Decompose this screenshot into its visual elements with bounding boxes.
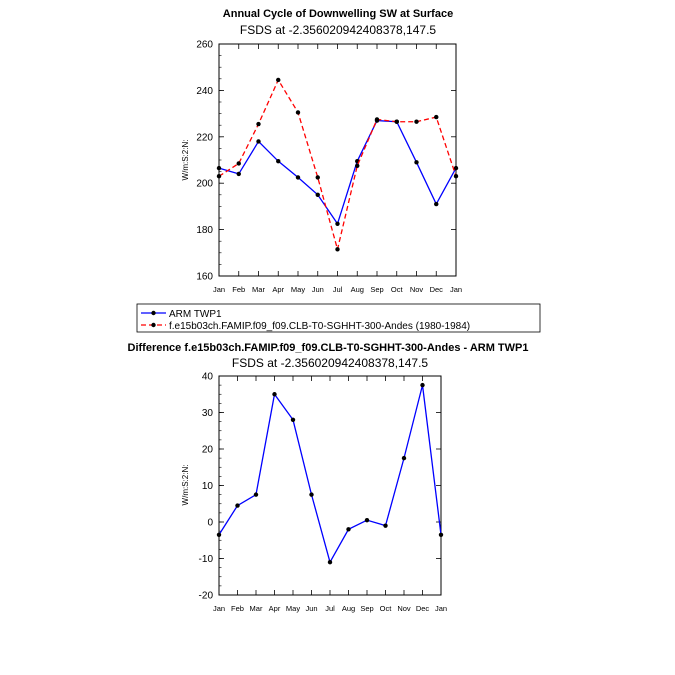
top-series-1-point (355, 163, 360, 168)
top-series-1-point (295, 110, 301, 115)
bottom-chart-subtitle: FSDS at -2.356020942408378,147.5 (232, 356, 428, 370)
bottom-series-0-point (216, 532, 222, 537)
top-series-0-point (414, 160, 419, 165)
top-ytick-label: 200 (196, 179, 213, 190)
top-series-0-point (315, 192, 320, 197)
legend-label-arm: ARM TWP1 (169, 309, 222, 320)
top-ytick-label: 180 (196, 225, 213, 236)
bottom-ytick-label: 0 (207, 518, 213, 529)
bottom-xtick-label: Dec (416, 604, 430, 613)
top-xtick-label: Mar (252, 285, 265, 294)
top-xtick-label: Jan (213, 285, 225, 294)
bottom-axis-ticks: -20 -10 0 10 20 30 40 Jan Feb Mar Apr May Jun Jul Aug S… (199, 372, 448, 614)
top-series-0-point (276, 158, 281, 164)
bottom-series-0-point (272, 392, 277, 397)
bottom-ytick-label: 10 (202, 481, 214, 492)
top-ytick-label: 220 (196, 132, 213, 143)
top-series-1-point (216, 174, 222, 179)
top-axis-ticks: 160 180 200 220 240 260 Jan Feb Mar Apr May Jun Jul A… (196, 40, 462, 295)
bottom-ytick-label: -20 (199, 591, 214, 602)
bottom-series-0-point (383, 523, 388, 528)
top-series-0-point (335, 221, 340, 226)
top-series-group (216, 77, 459, 252)
top-xtick-label: Jun (312, 285, 324, 294)
bottom-chart-title: Difference f.e15b03ch.FAMIP.f09_f09.CLB-… (128, 342, 529, 354)
top-ytick-label: 240 (196, 86, 213, 97)
bottom-xtick-label: Sep (360, 604, 373, 613)
legend-label-model: f.e15b03ch.FAMIP.f09_f09.CLB-T0-SGHHT-30… (169, 321, 470, 332)
top-series-0-point (434, 201, 439, 207)
bottom-series-0-point (235, 503, 240, 508)
bottom-xtick-label: Nov (397, 604, 411, 613)
legend-box (136, 303, 541, 333)
top-xtick-label: Apr (272, 285, 284, 294)
top-xtick-label: Feb (232, 285, 245, 294)
top-ytick-label: 160 (196, 272, 213, 283)
bottom-ytick-label: 40 (202, 372, 214, 383)
bottom-series-group (216, 382, 444, 565)
bottom-xtick-label: Oct (380, 604, 393, 613)
bottom-series-0-point (309, 492, 314, 497)
bottom-xtick-label: Feb (231, 604, 244, 613)
top-xtick-label: Dec (430, 285, 444, 294)
top-series-1-point (256, 121, 261, 127)
top-xtick-label: Oct (391, 285, 404, 294)
bottom-ytick-label: 20 (202, 445, 214, 456)
top-series-1-point (236, 161, 241, 166)
top-chart-subtitle: FSDS at -2.356020942408378,147.5 (240, 23, 436, 37)
top-series-1-point (276, 77, 281, 83)
top-series-1-point (414, 119, 419, 124)
top-series-0-point (295, 175, 301, 180)
bottom-series-0-point (364, 517, 370, 523)
legend: ARM TWP1 f.e15b03ch.FAMIP.f09_f09.CLB-T0… (136, 303, 541, 333)
bottom-y-axis-label: W/m:S:2:N: (181, 465, 190, 506)
top-xtick-label: Jul (333, 285, 343, 294)
bottom-series-0-point (420, 382, 425, 388)
top-ytick-label: 260 (196, 40, 213, 51)
bottom-xtick-label: Apr (269, 604, 281, 613)
top-series-line-0 (218, 119, 457, 226)
top-xtick-label: May (291, 285, 305, 294)
bottom-xtick-label: May (286, 604, 300, 613)
top-series-0-point (256, 139, 261, 144)
bottom-xtick-label: Jul (325, 604, 335, 613)
bottom-series-0-point (401, 455, 407, 461)
top-xtick-label: Jan (450, 285, 462, 294)
bottom-series-0-point (253, 492, 259, 497)
top-series-1-point (434, 114, 439, 120)
top-series-1-point (335, 247, 340, 252)
bottom-series-line-0 (218, 384, 442, 564)
top-series-0-point (453, 165, 459, 171)
top-series-0-point (216, 165, 222, 171)
top-plot-frame (218, 43, 457, 277)
legend-marker-model (151, 322, 156, 328)
legend-marker-arm (151, 310, 156, 316)
bottom-xtick-label: Aug (342, 604, 355, 613)
top-series-1-point (315, 175, 320, 180)
bottom-xtick-label: Jun (305, 604, 317, 613)
top-y-axis-label: W/m:S:2:N: (181, 140, 190, 181)
bottom-ytick-label: 30 (202, 408, 214, 419)
top-chart-title: Annual Cycle of Downwelling SW at Surfac… (223, 8, 453, 20)
top-xtick-label: Aug (351, 285, 364, 294)
top-xtick-label: Sep (370, 285, 383, 294)
top-series-1-point (453, 174, 459, 179)
top-chart: Annual Cycle of Downwelling SW at Surfac… (181, 8, 462, 294)
bottom-series-0-point (438, 532, 444, 537)
bottom-series-0-point (290, 417, 296, 422)
bottom-series-0-point (327, 559, 333, 565)
bottom-xtick-label: Jan (213, 604, 225, 613)
bottom-xtick-label: Mar (250, 604, 263, 613)
top-xtick-label: Nov (410, 285, 424, 294)
top-series-1-point (394, 119, 399, 124)
bottom-ytick-label: -10 (199, 554, 214, 565)
top-series-1-point (374, 117, 380, 122)
bottom-xtick-label: Jan (435, 604, 447, 613)
bottom-series-0-point (346, 527, 351, 532)
top-series-0-point (236, 171, 241, 177)
bottom-chart: Difference f.e15b03ch.FAMIP.f09_f09.CLB-… (128, 342, 529, 613)
